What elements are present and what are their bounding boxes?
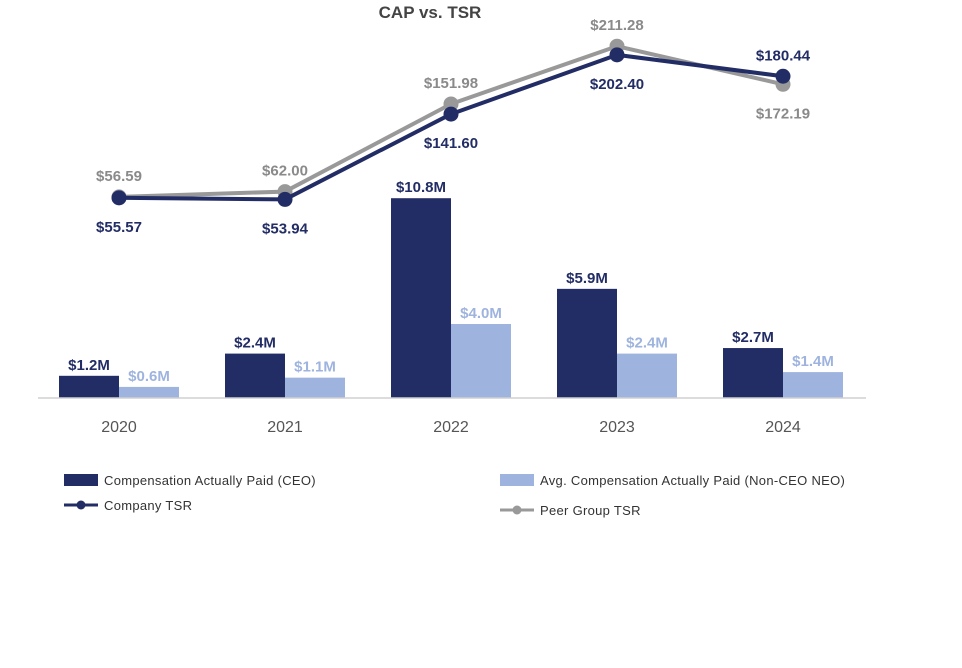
company-tsr-point-2024 bbox=[775, 68, 791, 84]
bar-label-ceo-2024: $2.7M bbox=[732, 329, 774, 346]
bar-neo-2024 bbox=[783, 372, 843, 398]
x-axis-ticks: 2020 2021 2022 2023 2024 bbox=[101, 419, 801, 436]
company-tsr-label-2024: $180.44 bbox=[756, 47, 811, 64]
legend-swatch-2 bbox=[500, 474, 534, 486]
peer-tsr-label-2023: $211.28 bbox=[590, 17, 643, 34]
legend-label-2: Avg. Compensation Actually Paid (Non-CEO… bbox=[540, 473, 845, 488]
peer-tsr-label-2020: $56.59 bbox=[96, 168, 142, 185]
bar-neo-2021 bbox=[285, 377, 345, 398]
legend-marker-3 bbox=[512, 505, 522, 515]
bar-label-neo-2024: $1.4M bbox=[792, 353, 834, 370]
bar-neo-2022 bbox=[451, 324, 511, 398]
company-tsr-label-2021: $53.94 bbox=[262, 220, 309, 237]
x-tick-label: 2022 bbox=[433, 419, 469, 436]
bar-label-neo-2023: $2.4M bbox=[626, 335, 668, 352]
line-layer: $55.57 $53.94 $141.60 $202.40 $180.44 $56.59 $… bbox=[96, 17, 811, 237]
chart-title: CAP vs. TSR bbox=[379, 3, 482, 22]
peer-tsr-label-2022: $151.98 bbox=[424, 75, 478, 92]
bar-neo-2023 bbox=[617, 353, 677, 398]
bar-ceo-2020 bbox=[59, 375, 119, 398]
company-tsr-label-2020: $55.57 bbox=[96, 219, 142, 236]
legend-label-3: Peer Group TSR bbox=[540, 503, 641, 518]
bar-layer: $1.2M $2.4M $10.8M $5.9M $2.7M $0.6M $1.1M $4.0… bbox=[59, 179, 843, 398]
bar-ceo-2023 bbox=[557, 288, 617, 398]
bar-label-neo-2022: $4.0M bbox=[460, 305, 502, 322]
company-tsr-point-2021 bbox=[277, 191, 293, 207]
company-tsr-point-2020 bbox=[111, 190, 127, 206]
bar-ceo-2024 bbox=[723, 348, 783, 398]
bar-ceo-2022 bbox=[391, 198, 451, 398]
bar-label-ceo-2020: $1.2M bbox=[68, 357, 110, 374]
peer-tsr-label-2024: $172.19 bbox=[756, 105, 810, 122]
bar-ceo-2021 bbox=[225, 353, 285, 398]
legend-swatch-0 bbox=[64, 474, 98, 486]
x-tick-label: 2020 bbox=[101, 419, 137, 436]
legend-marker-1 bbox=[76, 500, 86, 510]
bar-label-ceo-2021: $2.4M bbox=[234, 335, 276, 352]
company-tsr-point-2023 bbox=[609, 47, 625, 63]
bar-label-neo-2020: $0.6M bbox=[128, 368, 170, 385]
x-tick-label: 2021 bbox=[267, 419, 303, 436]
company-tsr-label-2022: $141.60 bbox=[424, 135, 478, 152]
legend-label-1: Company TSR bbox=[104, 498, 192, 513]
company-tsr-point-2022 bbox=[443, 106, 459, 122]
company-tsr-label-2023: $202.40 bbox=[590, 76, 644, 93]
x-tick-label: 2024 bbox=[765, 419, 801, 436]
bar-label-neo-2021: $1.1M bbox=[294, 359, 336, 376]
legend: Compensation Actually Paid (CEO) Company … bbox=[64, 473, 845, 518]
bar-neo-2020 bbox=[119, 386, 179, 398]
bar-label-ceo-2023: $5.9M bbox=[566, 270, 608, 287]
x-tick-label: 2023 bbox=[599, 419, 635, 436]
legend-label-0: Compensation Actually Paid (CEO) bbox=[104, 473, 316, 488]
peer-tsr-label-2021: $62.00 bbox=[262, 163, 308, 180]
bar-label-ceo-2022: $10.8M bbox=[396, 179, 446, 196]
